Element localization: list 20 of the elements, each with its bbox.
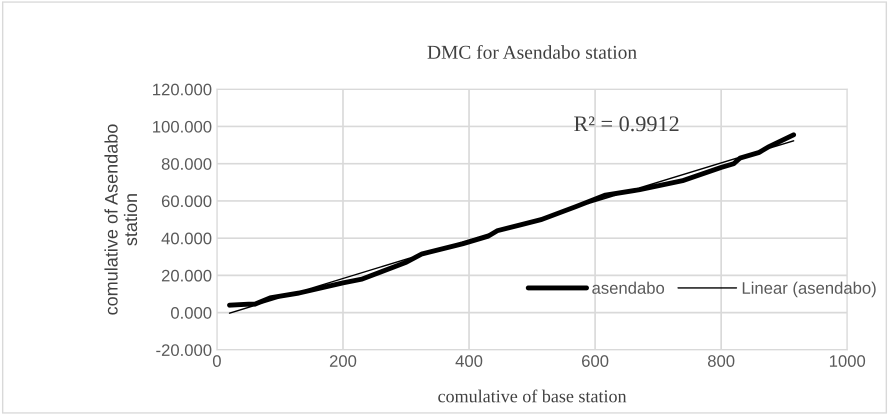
x-axis-title: comulative of base station [438, 390, 626, 402]
y-tick-label: -20.000 [156, 344, 212, 356]
y-tick-label: 80.000 [162, 158, 212, 170]
y-tick-label: 0.000 [171, 307, 212, 319]
y-tick-label: 20.000 [162, 270, 212, 282]
annotation: R² = 0.9912 [574, 116, 679, 132]
y-tick-label: 120.000 [153, 84, 212, 96]
legend-label: asendabo [592, 282, 664, 294]
x-tick-label: 200 [330, 355, 356, 367]
y-tick-label: 100.000 [153, 120, 212, 133]
x-tick-label: 1000 [830, 355, 866, 367]
chart-title: DMC for Asendabo station [428, 44, 637, 59]
x-tick-label: 0 [212, 355, 221, 367]
legend-label: Linear (asendabo) [742, 282, 876, 298]
x-tick-label: 400 [456, 355, 482, 367]
y-tick-label: 40.000 [161, 232, 212, 244]
y-tick-label: 60.000 [162, 195, 212, 208]
y-axis-title: comulative of Asendabo station [104, 124, 138, 315]
x-tick-label: 600 [582, 355, 608, 367]
x-tick-label: 800 [708, 355, 734, 367]
